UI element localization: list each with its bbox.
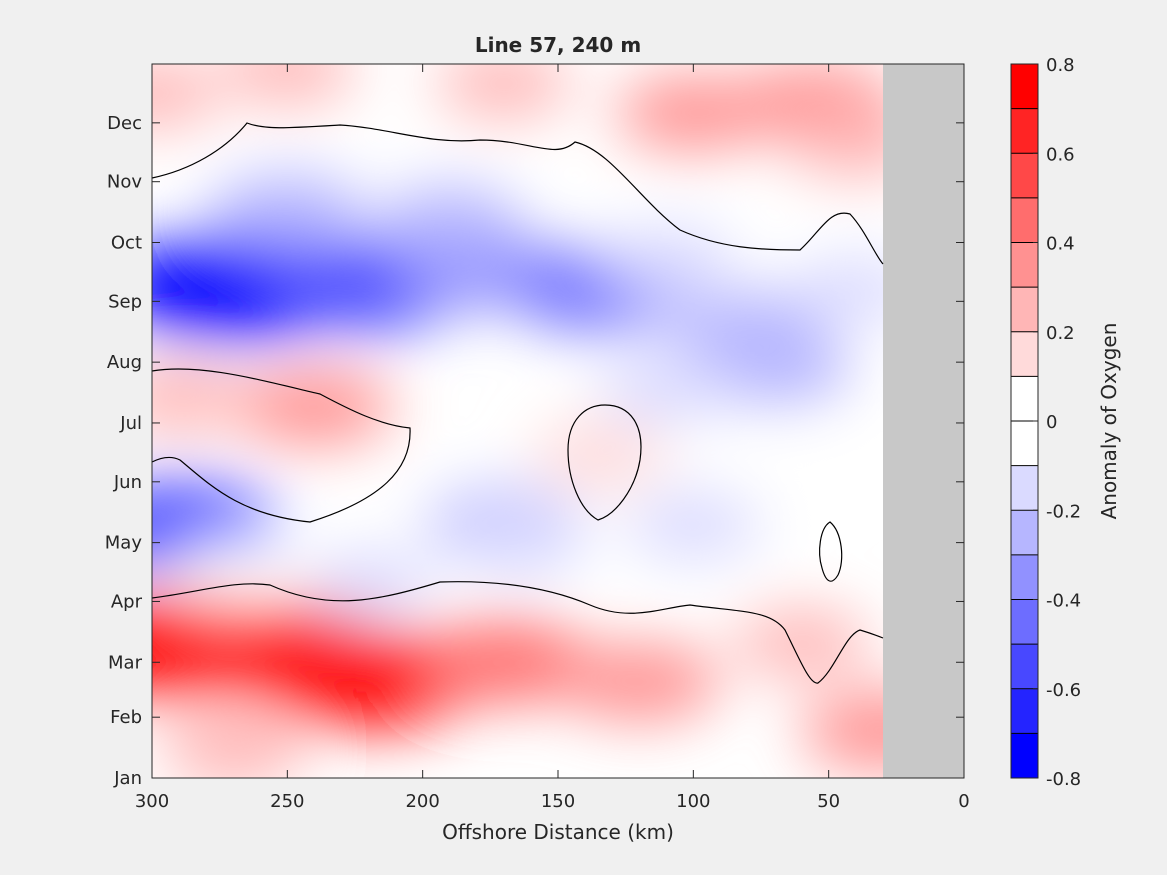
- y-tick-label: Aug: [107, 352, 142, 373]
- negative-anomaly-26: [598, 226, 735, 295]
- zero-contour-june-loop: [567, 404, 642, 521]
- positive-anomaly-6: [801, 692, 883, 770]
- colorbar-tick-label: 0: [1046, 412, 1057, 433]
- y-tick-label: Jul: [119, 413, 142, 434]
- x-tick-label: 0: [958, 791, 969, 812]
- colorbar-segment: [1011, 153, 1038, 199]
- x-tick-label: 250: [270, 791, 304, 812]
- x-tick-label: 200: [405, 791, 439, 812]
- colorbar-segment: [1011, 108, 1038, 154]
- positive-anomaly-3: [416, 621, 592, 703]
- negative-anomaly-23: [792, 257, 883, 323]
- x-tick-label: 150: [541, 791, 575, 812]
- y-tick-label: Feb: [110, 707, 142, 728]
- colorbar: -0.8 -0.6 -0.4 -0.2 0 0.2 0.4 0.6 0.8: [1010, 55, 1081, 790]
- y-tick-label: Oct: [111, 233, 142, 254]
- colorbar-tick-label: 0.8: [1046, 55, 1075, 76]
- negative-anomaly-28: [744, 435, 859, 497]
- positive-anomaly-30: [219, 64, 356, 104]
- colorbar-segment: [1011, 64, 1038, 110]
- zero-contour-may-loop: [819, 521, 843, 582]
- colorbar-segment: [1011, 376, 1038, 422]
- colorbar-segment: [1011, 688, 1038, 734]
- x-tick-label: 50: [817, 791, 840, 812]
- colorbar-label: Anomaly of Oxygen: [1097, 323, 1121, 520]
- negative-anomaly-27: [598, 353, 735, 422]
- positive-anomaly-29: [152, 64, 220, 128]
- colorbar-tick-label: -0.2: [1046, 501, 1081, 522]
- y-tick-label: Mar: [108, 652, 143, 673]
- colorbar-segment: [1011, 554, 1038, 601]
- colorbar-segment: [1011, 421, 1038, 467]
- chart-title: Line 57, 240 m: [475, 33, 641, 57]
- y-tick-label: May: [105, 533, 143, 554]
- negative-anomaly-22: [697, 331, 852, 405]
- colorbar-tick-label: -0.8: [1046, 769, 1081, 790]
- zero-contour-july: [151, 368, 411, 523]
- colorbar-segment: [1011, 465, 1038, 511]
- plot-area: [151, 63, 965, 779]
- x-axis: 300 250 200 150 100 50 0: [135, 64, 970, 812]
- negative-anomaly-16: [453, 512, 581, 578]
- x-tick-label: 100: [676, 791, 710, 812]
- positive-anomaly-34: [785, 107, 883, 178]
- colorbar-segment: [1011, 733, 1038, 779]
- negative-anomaly-12: [174, 541, 293, 603]
- colorbar-tick-label: 0.2: [1046, 323, 1075, 344]
- colorbar-segment: [1011, 197, 1038, 244]
- positive-anomaly-31: [435, 64, 572, 118]
- colorbar-segment: [1011, 644, 1038, 690]
- colorbar-segment: [1011, 510, 1038, 556]
- y-tick-label: Sep: [108, 291, 142, 312]
- y-axis: Jan Feb Mar Apr May Jun Jul Aug Sep Oct Nov Dec: [105, 113, 964, 789]
- zero-contour-april: [151, 581, 884, 684]
- y-tick-label: Jan: [113, 768, 142, 789]
- zero-contours: [151, 122, 884, 684]
- x-axis-label: Offshore Distance (km): [442, 820, 674, 844]
- zero-contour-december: [151, 122, 884, 265]
- y-tick-label: Jun: [113, 472, 142, 493]
- negative-anomaly-25: [379, 186, 520, 256]
- y-tick-label: Nov: [107, 172, 142, 193]
- colorbar-tick-label: 0.6: [1046, 144, 1075, 165]
- negative-anomaly-15: [625, 491, 762, 559]
- colorbar-tick-label: 0.4: [1046, 234, 1075, 255]
- positive-anomaly-10: [532, 420, 665, 488]
- positive-anomaly-8: [235, 369, 394, 445]
- colorbar-tick-label: -0.6: [1046, 680, 1081, 701]
- anomaly-field: [152, 64, 883, 778]
- colorbar-segment: [1011, 599, 1038, 645]
- y-tick-label: Dec: [107, 113, 142, 134]
- negative-anomaly-13: [305, 551, 432, 617]
- positive-anomaly-9: [152, 363, 248, 432]
- colorbar-segment: [1011, 242, 1038, 288]
- positive-anomaly-5: [733, 608, 870, 677]
- negative-anomaly-24: [210, 174, 365, 249]
- y-tick-label: Apr: [111, 591, 143, 612]
- colorbar-segment: [1011, 287, 1038, 333]
- positive-anomaly-32: [616, 76, 771, 150]
- positive-anomaly-4: [557, 643, 721, 721]
- colorbar-segment: [1011, 331, 1038, 377]
- positive-anomaly-7: [160, 715, 306, 778]
- colorbar-tick-label: -0.4: [1046, 591, 1081, 612]
- x-tick-label: 300: [135, 791, 169, 812]
